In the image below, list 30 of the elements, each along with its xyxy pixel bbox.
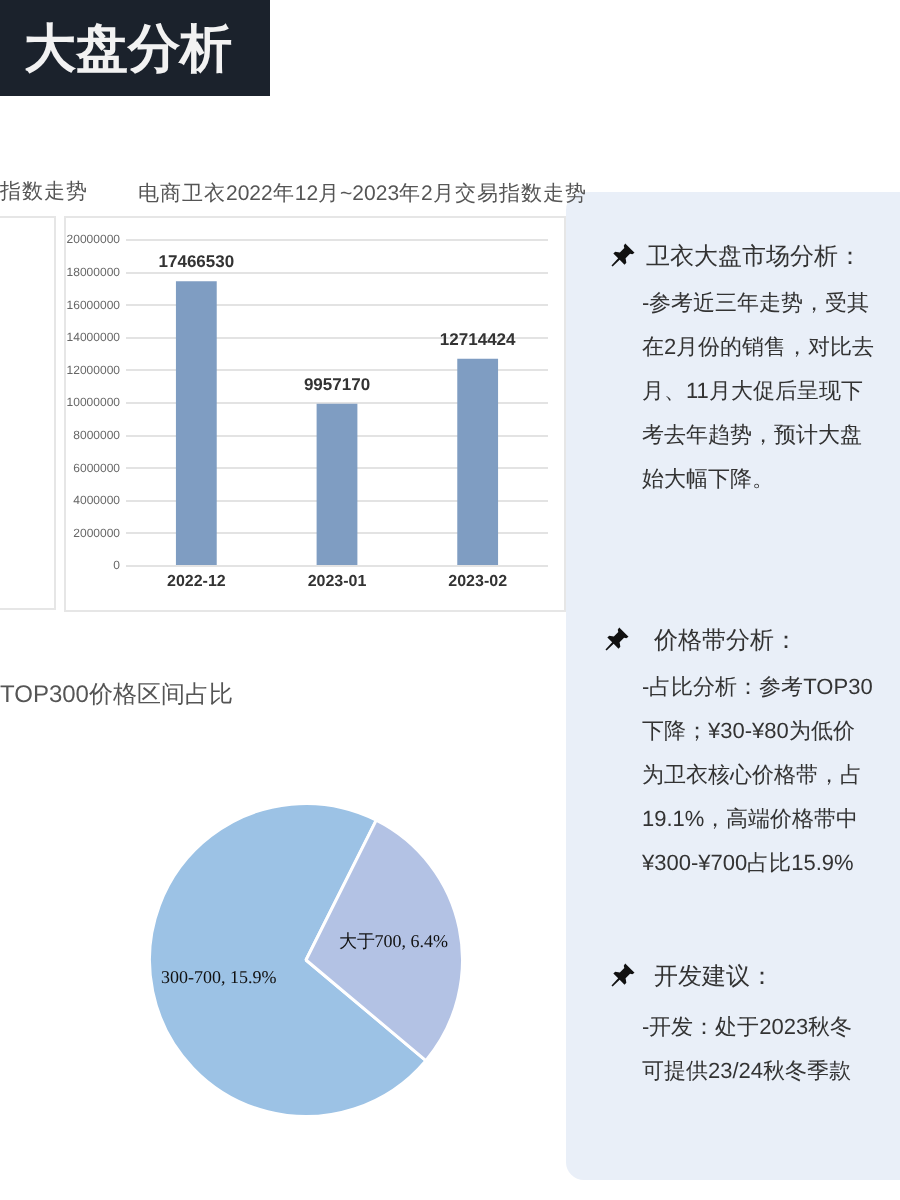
text: 指数走势 <box>0 178 88 206</box>
text: 大盘分析 <box>24 16 232 82</box>
text: 开发建议： <box>654 960 774 994</box>
bar <box>175 281 217 565</box>
text: 月、11月大促后呈现下 <box>642 378 863 408</box>
text: 价格带分析： <box>654 624 798 658</box>
slice-label: 大于700, 6.4% <box>338 930 450 951</box>
text: ¥300-¥700占比15.9% <box>642 850 854 880</box>
text: 卫衣大盘市场分析： <box>646 240 862 274</box>
text: 在2月份的销售，对比去 <box>642 334 875 364</box>
data-label: 9957170 <box>303 373 371 394</box>
bar <box>316 403 358 565</box>
text: 可提供23/24秋冬季款 <box>642 1058 852 1088</box>
text: -占比分析：参考TOP30 <box>642 674 873 704</box>
x-tick-label: 2023-02 <box>448 572 509 591</box>
text: -开发：处于2023秋冬 <box>642 1014 853 1044</box>
chart-title: TOP300价格区间占比 <box>0 678 233 710</box>
chart-title: 电商卫衣2022年12月~2023年2月交易指数走势 <box>138 180 587 208</box>
text: 始大幅下降。 <box>642 466 774 496</box>
text: 为卫衣核心价格带，占 <box>642 761 862 792</box>
text: 19.1%，高端价格带中 <box>642 805 859 836</box>
text: 下降；¥30-¥80为低价 <box>642 718 855 748</box>
text: -参考近三年走势，受其 <box>642 289 870 320</box>
x-tick-label: 2023-01 <box>307 572 368 591</box>
bar <box>457 358 499 565</box>
data-label: 12714424 <box>439 328 517 349</box>
slice-label: 300-700, 15.9% <box>160 966 278 987</box>
data-label: 17466530 <box>158 251 235 272</box>
text: 考去年趋势，预计大盘 <box>642 421 862 452</box>
x-tick-label: 2022-12 <box>166 572 227 591</box>
